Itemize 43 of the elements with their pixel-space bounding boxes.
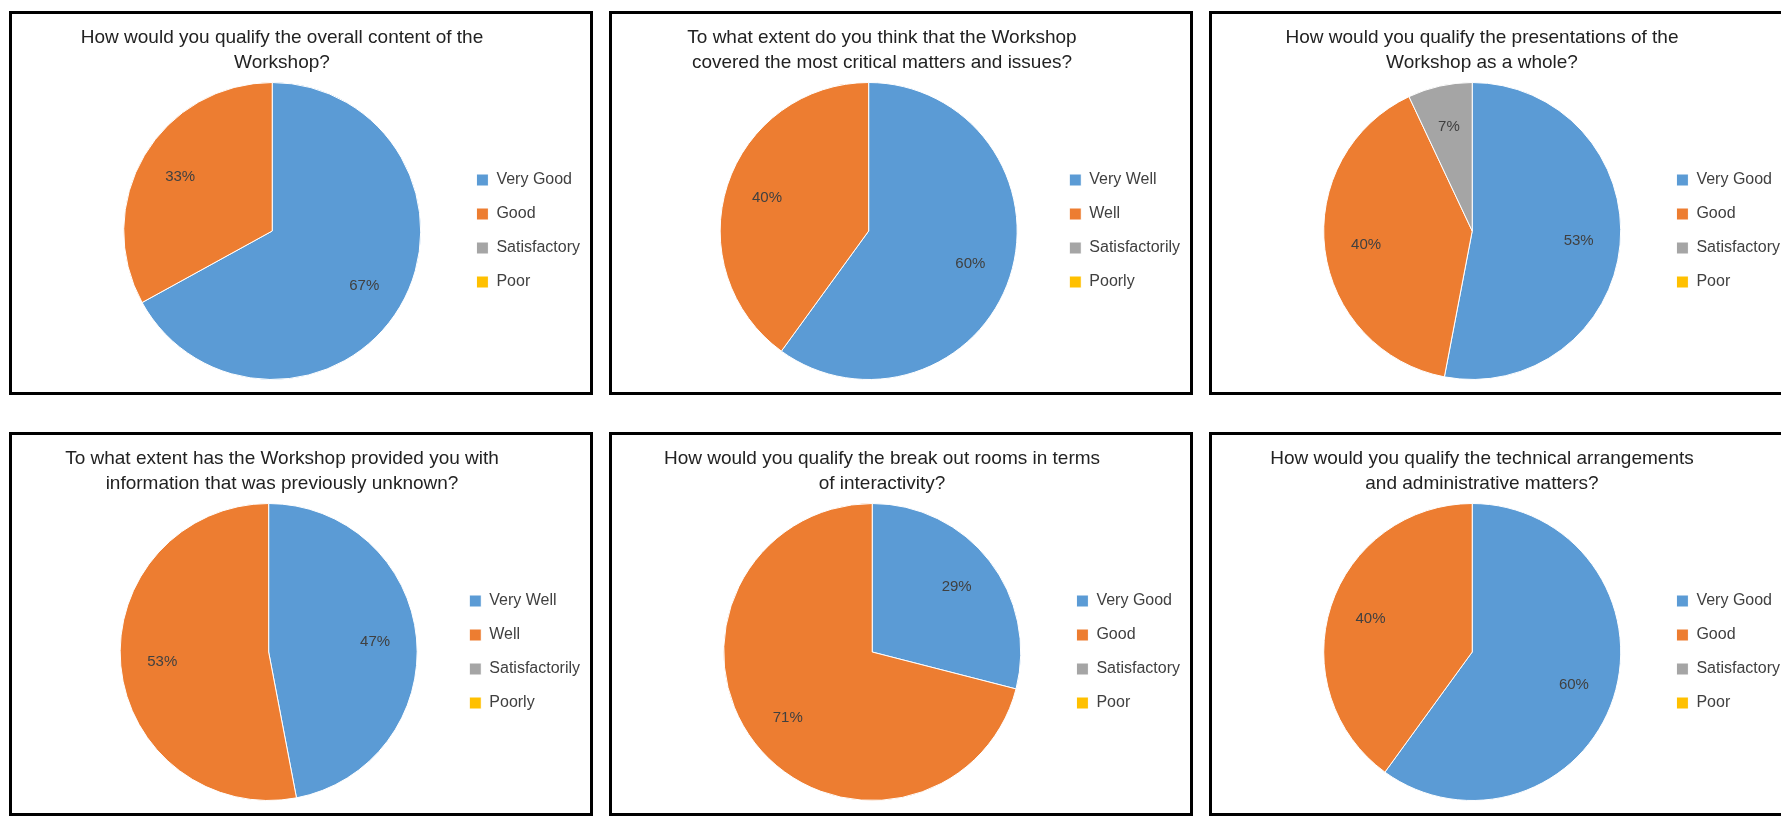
legend-label: Very Good bbox=[1696, 170, 1773, 188]
legend-label: Very Well bbox=[1089, 170, 1157, 188]
legend-label: Poorly bbox=[489, 693, 535, 711]
data-label: 53% bbox=[1563, 231, 1594, 249]
legend-label: Good bbox=[1696, 204, 1736, 222]
legend-label: Satisfactory bbox=[496, 238, 581, 256]
chart-title: How would you qualify the presentations of the Workshop as a whole? bbox=[1284, 25, 1680, 74]
legend-label: Poor bbox=[1696, 693, 1731, 711]
chart-title: How would you qualify the break out rooms in terms of interactivity? bbox=[662, 446, 1102, 495]
legend-label: Very Good bbox=[496, 170, 573, 188]
data-label: 33% bbox=[165, 166, 196, 184]
legend-label: Satisfactory bbox=[1096, 659, 1181, 677]
data-label: 71% bbox=[772, 707, 803, 725]
chart-title: How would you qualify the overall content of the Workshop? bbox=[79, 25, 485, 74]
legend-label: Satisfactory bbox=[1696, 659, 1781, 677]
legend-label: Satisfactorily bbox=[489, 659, 581, 677]
data-label: 53% bbox=[147, 652, 178, 670]
data-label: 47% bbox=[360, 632, 391, 650]
legend-label: Poor bbox=[496, 272, 531, 290]
chart-title: How would you qualify the technical arrangements and administrative matters? bbox=[1269, 446, 1695, 495]
legend-label: Satisfactorily bbox=[1089, 238, 1181, 256]
data-label: 67% bbox=[349, 275, 380, 293]
data-label: 40% bbox=[1355, 609, 1386, 627]
legend-label: Good bbox=[1696, 625, 1736, 643]
data-label: 40% bbox=[751, 188, 782, 206]
data-label: 60% bbox=[955, 254, 986, 272]
chart-title: To what extent do you think that the Workshop covered the most critical matters and issues? bbox=[686, 25, 1078, 74]
legend-label: Good bbox=[1096, 625, 1136, 643]
legend-label: Satisfactory bbox=[1696, 238, 1781, 256]
chart-title: To what extent has the Workshop provided you with information that was previously unknown? bbox=[64, 446, 500, 495]
legend-label: Well bbox=[489, 625, 521, 643]
legend-label: Poor bbox=[1696, 272, 1731, 290]
legend-label: Very Well bbox=[489, 591, 557, 609]
legend-label: Very Good bbox=[1096, 591, 1173, 609]
legend-label: Very Good bbox=[1696, 591, 1773, 609]
data-label: 60% bbox=[1558, 675, 1589, 693]
data-label: 7% bbox=[1438, 116, 1460, 134]
legend-label: Well bbox=[1089, 204, 1121, 222]
legend-label: Poorly bbox=[1089, 272, 1135, 290]
legend-label: Poor bbox=[1096, 693, 1131, 711]
data-label: 29% bbox=[941, 576, 972, 594]
data-label: 40% bbox=[1351, 234, 1382, 252]
legend-label: Good bbox=[496, 204, 536, 222]
